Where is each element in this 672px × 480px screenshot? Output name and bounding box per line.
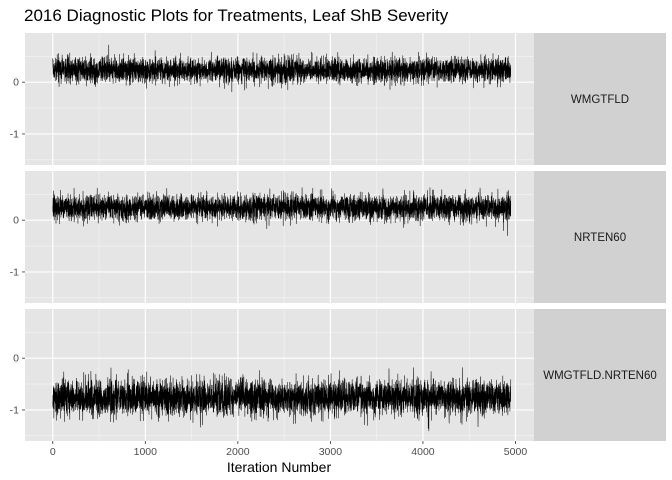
trace-line bbox=[52, 187, 512, 236]
panel-background bbox=[25, 171, 534, 303]
x-tick-label: 0 bbox=[50, 446, 56, 458]
facet-strip-label: NRTEN60 bbox=[574, 232, 626, 244]
x-tick-label: 3000 bbox=[319, 446, 343, 458]
facet-panel: 0 -1 WMGTFLD bbox=[10, 33, 666, 165]
y-tick-label: 0 bbox=[13, 215, 19, 227]
facet-strip bbox=[534, 171, 666, 303]
y-tick-label: -1 bbox=[10, 404, 19, 416]
x-tick-label: 5000 bbox=[504, 446, 528, 458]
facet-strip bbox=[534, 33, 666, 165]
y-tick-label: 0 bbox=[13, 353, 19, 365]
panel-background bbox=[25, 33, 534, 165]
trace-line bbox=[52, 367, 512, 432]
x-axis: 0 1000 2000 3000 4000 5000 bbox=[50, 441, 527, 458]
facet-panels: 0 -1 WMGTFLD 0 -1 NRTEN60 0 -1 WMGTFLD.NRTEN60 bbox=[10, 33, 666, 441]
facet-strip-label: WMGTFLD.NRTEN60 bbox=[543, 370, 657, 382]
trace-line bbox=[52, 44, 512, 93]
chart-title: 2016 Diagnostic Plots for Treatments, Le… bbox=[24, 6, 449, 25]
facet-strip bbox=[534, 309, 666, 441]
x-tick-label: 4000 bbox=[411, 446, 435, 458]
y-tick-label: -1 bbox=[10, 128, 19, 140]
x-tick-label: 1000 bbox=[134, 446, 158, 458]
facet-panel: 0 -1 WMGTFLD.NRTEN60 bbox=[10, 309, 666, 441]
x-axis-label: Iteration Number bbox=[227, 459, 332, 475]
panel-background bbox=[25, 309, 534, 441]
facet-strip-label: WMGTFLD bbox=[571, 94, 629, 106]
y-tick-label: -1 bbox=[10, 266, 19, 278]
y-tick-label: 0 bbox=[13, 77, 19, 89]
facet-panel: 0 -1 NRTEN60 bbox=[10, 171, 666, 303]
x-tick-label: 2000 bbox=[226, 446, 250, 458]
